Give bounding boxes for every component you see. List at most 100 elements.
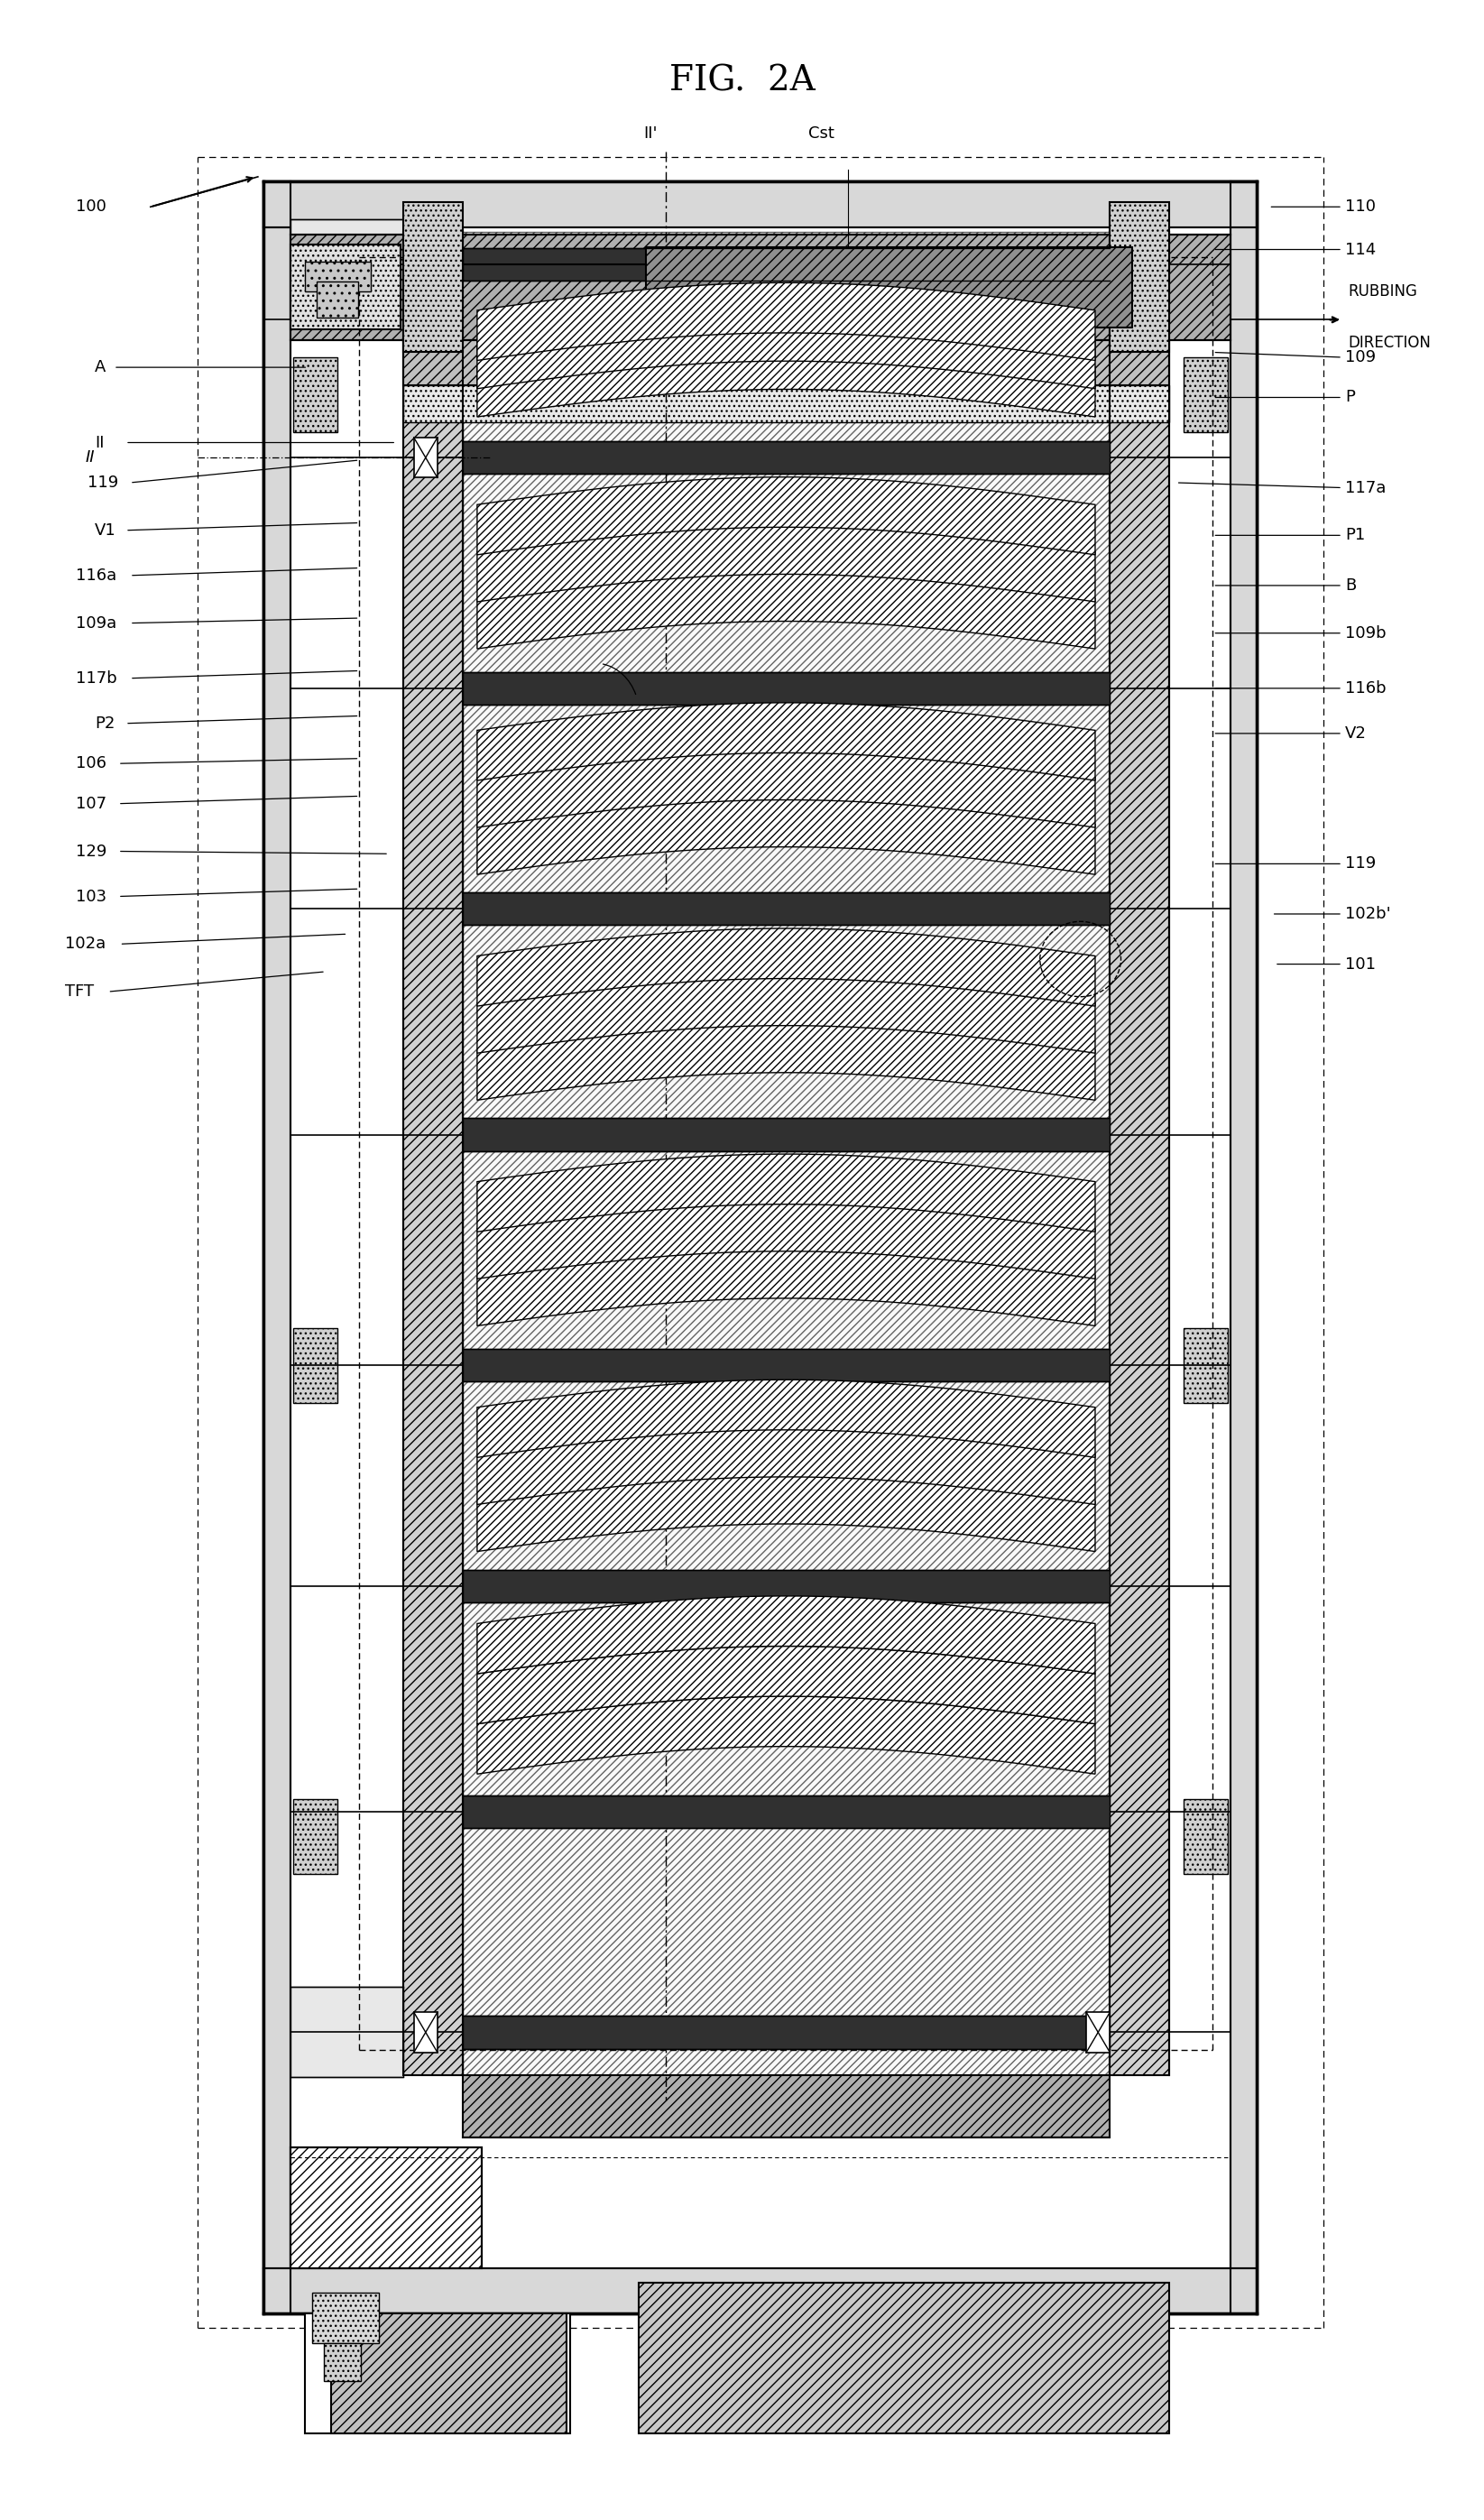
Bar <box>264 181 1257 227</box>
Polygon shape <box>478 1646 1095 1724</box>
Text: P: P <box>1346 388 1355 406</box>
Bar <box>291 234 1230 340</box>
Bar <box>463 2016 1110 2049</box>
Text: TFT: TFT <box>65 983 93 1000</box>
Text: 102a: 102a <box>65 935 105 953</box>
Bar <box>1086 2013 1110 2051</box>
Text: 105: 105 <box>435 2364 466 2379</box>
Text: 116a: 116a <box>76 567 116 585</box>
Text: 109: 109 <box>1346 350 1376 365</box>
Bar <box>264 181 291 2313</box>
Polygon shape <box>478 476 1095 554</box>
Bar <box>463 1348 1110 1381</box>
Bar <box>294 358 337 433</box>
Bar <box>1183 358 1227 433</box>
Bar <box>291 1988 404 2076</box>
Bar <box>463 1119 1110 1152</box>
Text: II: II <box>85 449 95 466</box>
Bar <box>463 892 1110 925</box>
Text: 102b: 102b <box>519 2364 561 2379</box>
Text: II: II <box>95 433 104 451</box>
Text: V2: V2 <box>1346 726 1367 741</box>
Text: 117a: 117a <box>1346 479 1386 496</box>
Polygon shape <box>478 572 1095 648</box>
Text: 101: 101 <box>1346 955 1376 973</box>
Polygon shape <box>478 524 1095 602</box>
Text: 110: 110 <box>1346 199 1376 214</box>
Bar <box>1183 1799 1227 1875</box>
Text: A: A <box>95 360 105 375</box>
Polygon shape <box>478 1426 1095 1504</box>
Text: 102b': 102b' <box>1346 905 1391 922</box>
Text: 119: 119 <box>1346 857 1376 872</box>
Bar <box>306 2313 570 2434</box>
Text: FIG.  2A: FIG. 2A <box>669 66 815 98</box>
Polygon shape <box>478 751 1095 827</box>
Polygon shape <box>478 1696 1095 1774</box>
Bar <box>414 438 438 479</box>
Bar <box>1183 1328 1227 1404</box>
Bar <box>294 1799 337 1875</box>
Bar <box>1110 232 1169 2074</box>
Polygon shape <box>478 1247 1095 1326</box>
Bar <box>291 219 404 310</box>
Text: 107: 107 <box>76 796 107 811</box>
Polygon shape <box>478 1595 1095 1673</box>
Text: 100: 100 <box>76 199 107 214</box>
Text: 101a: 101a <box>304 2364 344 2379</box>
Polygon shape <box>478 1023 1095 1101</box>
Bar <box>463 232 1110 2074</box>
Bar <box>463 2074 1110 2137</box>
Text: 109a: 109a <box>76 615 116 630</box>
Bar <box>291 2147 481 2268</box>
Text: 116b: 116b <box>1346 680 1386 696</box>
Bar <box>324 2344 361 2381</box>
Text: 103: 103 <box>76 887 107 905</box>
Polygon shape <box>478 1154 1095 1232</box>
Text: DIRECTION: DIRECTION <box>1349 335 1431 350</box>
Bar <box>316 282 358 318</box>
Polygon shape <box>478 310 1095 388</box>
Bar <box>264 181 1257 2313</box>
Text: P2: P2 <box>95 716 114 731</box>
Polygon shape <box>478 282 1095 360</box>
Text: 114: 114 <box>1346 242 1376 257</box>
Bar <box>291 244 401 330</box>
Text: Cst: Cst <box>809 126 834 141</box>
Bar <box>306 262 371 292</box>
Polygon shape <box>478 1474 1095 1552</box>
Text: 129: 129 <box>76 844 107 859</box>
Polygon shape <box>478 340 1095 416</box>
Text: V1: V1 <box>95 522 116 539</box>
Bar <box>463 1794 1110 1827</box>
Bar <box>647 247 1132 328</box>
Text: P1: P1 <box>1346 527 1365 544</box>
Bar <box>463 673 1110 706</box>
Polygon shape <box>478 703 1095 781</box>
Bar <box>1230 181 1257 2313</box>
Bar <box>264 2268 1257 2313</box>
Text: B: B <box>1346 577 1356 595</box>
Bar <box>414 2013 438 2051</box>
Bar <box>640 2283 1169 2434</box>
Text: 117b: 117b <box>76 670 117 685</box>
Bar <box>404 232 463 2074</box>
Bar <box>404 202 463 353</box>
Text: 109b: 109b <box>1346 625 1386 640</box>
Polygon shape <box>478 1381 1095 1457</box>
Bar <box>463 249 1110 280</box>
Bar <box>404 386 1169 423</box>
Bar <box>312 2293 378 2344</box>
Text: II': II' <box>644 126 657 141</box>
Bar <box>463 441 1110 474</box>
Text: 106: 106 <box>76 756 105 771</box>
Polygon shape <box>478 927 1095 1005</box>
Bar <box>331 2313 567 2434</box>
Polygon shape <box>478 975 1095 1053</box>
Text: 119: 119 <box>88 474 119 491</box>
Polygon shape <box>478 796 1095 874</box>
Polygon shape <box>478 1202 1095 1278</box>
Text: θ: θ <box>637 673 646 688</box>
Bar <box>1110 202 1169 353</box>
Text: RUBBING: RUBBING <box>1349 282 1417 300</box>
